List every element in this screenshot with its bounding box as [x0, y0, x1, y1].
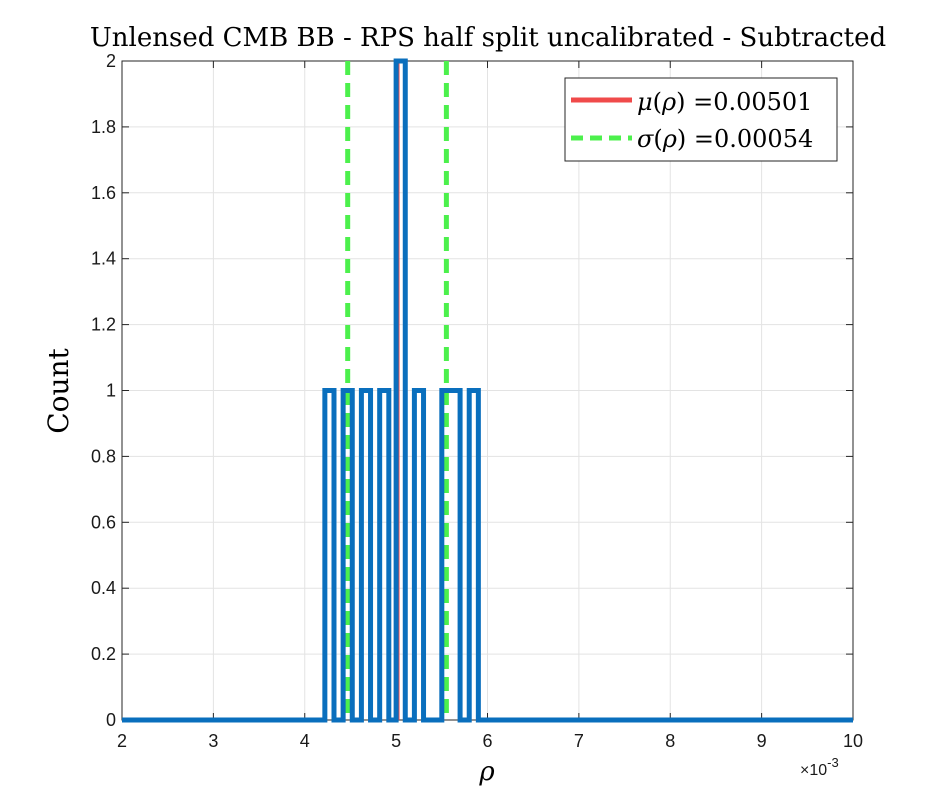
x-axis-label: ρ	[478, 757, 495, 787]
legend-mean-label: μ(ρ) =0.00501	[637, 88, 812, 116]
y-tick-label: 0.2	[91, 644, 116, 664]
x-tick-label: 6	[482, 731, 492, 751]
x-tick-label: 8	[665, 731, 675, 751]
y-tick-label: 1.4	[91, 249, 116, 269]
y-tick-label: 0	[106, 710, 116, 730]
x-axis-exponent: ×10-3	[800, 755, 839, 779]
legend-box	[564, 77, 838, 162]
x-tick-label: 10	[843, 731, 863, 751]
x-tick-label: 5	[391, 731, 401, 751]
x-tick-label: 7	[574, 731, 584, 751]
y-tick-label: 1.8	[91, 117, 116, 137]
chart-title: Unlensed CMB BB - RPS half split uncalib…	[90, 23, 886, 53]
y-tick-label: 2	[106, 51, 116, 71]
y-tick-label: 1.6	[91, 183, 116, 203]
x-axis: 2 3 4 5 6 7 8 9 10	[117, 61, 863, 751]
histogram-outline	[122, 58, 853, 723]
x-exponent-base: ×10	[800, 762, 827, 779]
x-exponent-power: -3	[827, 755, 839, 770]
legend-std-label: σ(ρ) =0.00054	[637, 125, 813, 153]
x-tick-label: 4	[300, 731, 310, 751]
y-tick-label: 1.2	[91, 315, 116, 335]
x-tick-label: 2	[117, 731, 127, 751]
y-tick-label: 0.6	[91, 512, 116, 532]
legend: μ(ρ) =0.00501 σ(ρ) =0.00054	[564, 77, 838, 162]
grid	[121, 60, 854, 721]
x-tick-label: 9	[757, 731, 767, 751]
y-tick-label: 0.4	[91, 578, 116, 598]
x-tick-label: 3	[208, 731, 218, 751]
y-tick-label: 1	[106, 381, 116, 401]
y-axis-label: Count	[42, 347, 75, 433]
y-tick-label: 0.8	[91, 446, 116, 466]
